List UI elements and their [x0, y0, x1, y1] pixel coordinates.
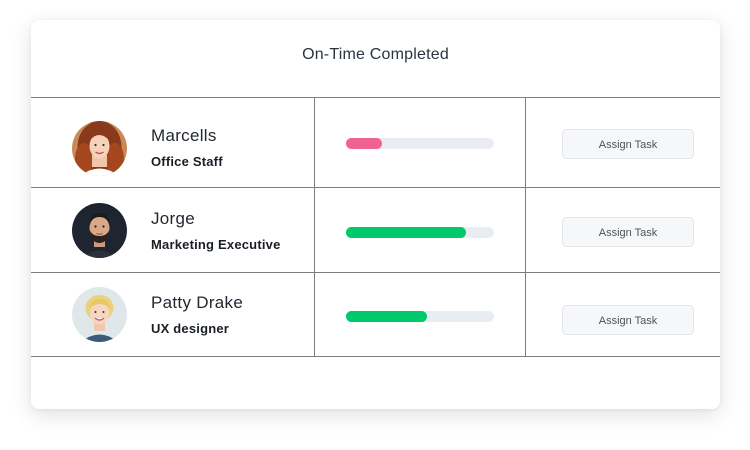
progress-fill — [346, 311, 428, 322]
blonde-woman-portrait-icon — [72, 287, 127, 342]
staff-role: Marketing Executive — [151, 237, 281, 252]
staff-role: UX designer — [151, 321, 230, 336]
bearded-man-portrait-icon — [72, 203, 127, 258]
staff-table: Marcells Office Staff Assign Task — [31, 97, 720, 357]
staff-role: Office Staff — [151, 154, 223, 169]
avatar-marcells — [72, 121, 127, 176]
progress-fill — [346, 138, 382, 149]
column-divider — [525, 97, 526, 356]
progress-fill — [346, 227, 466, 238]
progress-bar — [346, 311, 494, 322]
column-divider — [314, 97, 315, 356]
avatar-jorge — [72, 203, 127, 258]
table-row: Marcells Office Staff Assign Task — [31, 98, 720, 188]
staff-name: Marcells — [151, 126, 217, 145]
assign-task-button[interactable]: Assign Task — [562, 217, 694, 247]
assign-task-button[interactable]: Assign Task — [562, 305, 694, 335]
assign-task-button[interactable]: Assign Task — [562, 129, 694, 159]
progress-bar — [346, 227, 494, 238]
avatar-patty-drake — [72, 287, 127, 342]
staff-name: Jorge — [151, 209, 196, 228]
column-header-on-time-completed: On-Time Completed — [302, 46, 449, 63]
progress-bar — [346, 138, 494, 149]
staff-name: Patty Drake — [151, 293, 244, 312]
table-row: Jorge Marketing Executive Assign Task — [31, 188, 720, 273]
assignment-card: On-Time Completed Marcells — [31, 20, 720, 409]
woman-red-hair-portrait-icon — [72, 121, 127, 176]
table-row: Patty Drake UX designer Assign Task — [31, 273, 720, 357]
